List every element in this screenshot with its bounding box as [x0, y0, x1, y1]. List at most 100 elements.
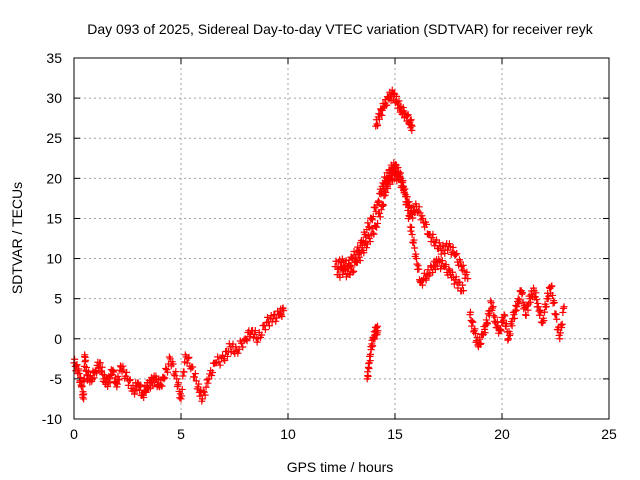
- data-point: [378, 111, 386, 119]
- data-point: [508, 322, 516, 330]
- data-point: [404, 112, 412, 120]
- data-point: [258, 331, 266, 339]
- data-point: [272, 317, 280, 325]
- data-point: [235, 345, 243, 353]
- data-point: [178, 385, 186, 393]
- data-point: [445, 265, 453, 273]
- data-point: [419, 281, 427, 289]
- data-point: [375, 198, 383, 206]
- data-point: [550, 299, 558, 307]
- data-point: [251, 327, 259, 335]
- data-point: [519, 298, 527, 306]
- y-tick-label: 35: [46, 50, 62, 66]
- data-point: [161, 374, 169, 382]
- data-point: [365, 235, 373, 242]
- data-point: [280, 307, 288, 315]
- y-tick-label: 25: [46, 130, 62, 146]
- data-point: [506, 332, 514, 340]
- data-point: [421, 274, 429, 282]
- data-point: [115, 376, 123, 384]
- data-point: [135, 386, 143, 394]
- data-point: [468, 318, 476, 326]
- data-point: [214, 353, 222, 361]
- data-point: [442, 260, 450, 268]
- data-point: [215, 358, 223, 366]
- data-point: [559, 304, 567, 312]
- data-point: [199, 388, 207, 396]
- data-point: [349, 268, 357, 276]
- data-point: [500, 316, 508, 324]
- data-point: [93, 369, 101, 377]
- data-point: [126, 376, 134, 384]
- data-point: [547, 283, 555, 291]
- data-point: [179, 372, 187, 380]
- data-point: [369, 342, 377, 350]
- data-point: [522, 311, 530, 319]
- data-point: [477, 339, 485, 347]
- data-point: [369, 229, 377, 237]
- data-point: [464, 275, 472, 283]
- data-point: [83, 363, 91, 371]
- data-point: [136, 381, 144, 389]
- data-point: [408, 122, 416, 130]
- data-point: [234, 349, 242, 357]
- data-point: [419, 214, 427, 222]
- data-point: [386, 180, 394, 188]
- data-point: [404, 111, 412, 119]
- data-point: [522, 311, 530, 319]
- data-point: [125, 377, 133, 385]
- y-tick-label: -10: [42, 411, 62, 427]
- data-point: [200, 388, 208, 396]
- data-point: [511, 307, 519, 315]
- data-point: [429, 230, 437, 238]
- data-point: [518, 289, 526, 297]
- data-point: [85, 368, 93, 376]
- data-point: [489, 304, 497, 312]
- data-point: [195, 380, 203, 388]
- data-point: [518, 290, 526, 298]
- data-point: [202, 383, 210, 391]
- data-point: [396, 173, 404, 181]
- data-point: [449, 243, 457, 251]
- y-tick-label: -5: [50, 371, 63, 387]
- data-point: [452, 251, 460, 259]
- data-point: [253, 338, 261, 346]
- chart-title: Day 093 of 2025, Sidereal Day-to-day VTE…: [87, 21, 593, 37]
- data-point: [278, 312, 286, 320]
- y-axis-label: SDTVAR / TECUs: [9, 182, 25, 294]
- data-point: [515, 296, 523, 304]
- data-point: [496, 325, 504, 333]
- data-point: [348, 263, 356, 271]
- data-point: [113, 380, 121, 388]
- data-point: [369, 213, 377, 221]
- data-point: [558, 320, 566, 328]
- data-point: [410, 236, 418, 244]
- data-point: [483, 319, 491, 327]
- data-point: [407, 227, 415, 235]
- data-point: [395, 97, 403, 105]
- data-point: [104, 383, 112, 391]
- data-point: [504, 335, 512, 343]
- data-point: [364, 219, 372, 227]
- data-point: [175, 379, 183, 387]
- y-tick-label: 30: [46, 90, 62, 106]
- data-point: [82, 356, 90, 364]
- data-point: [242, 335, 250, 343]
- data-point: [534, 299, 542, 307]
- y-tick-label: 15: [46, 210, 62, 226]
- data-point: [105, 375, 113, 383]
- data-point: [87, 372, 95, 380]
- data-point: [494, 322, 502, 330]
- data-point: [350, 267, 358, 275]
- data-point: [367, 350, 375, 358]
- data-point: [481, 329, 489, 337]
- data-point: [534, 303, 542, 311]
- data-point: [162, 365, 170, 373]
- data-point: [398, 178, 406, 186]
- y-tick-label: 5: [54, 291, 62, 307]
- data-point: [393, 92, 401, 100]
- data-point: [71, 355, 79, 363]
- data-point: [379, 200, 387, 208]
- data-point: [180, 368, 188, 376]
